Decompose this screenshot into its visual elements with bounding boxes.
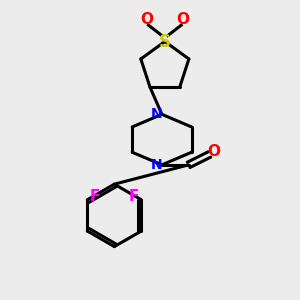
Text: O: O xyxy=(176,12,189,27)
Text: F: F xyxy=(89,189,100,204)
Text: O: O xyxy=(140,12,154,27)
Text: F: F xyxy=(129,189,139,204)
Text: O: O xyxy=(207,144,220,159)
Text: S: S xyxy=(159,32,171,50)
Text: N: N xyxy=(151,107,162,121)
Text: N: N xyxy=(151,158,162,172)
